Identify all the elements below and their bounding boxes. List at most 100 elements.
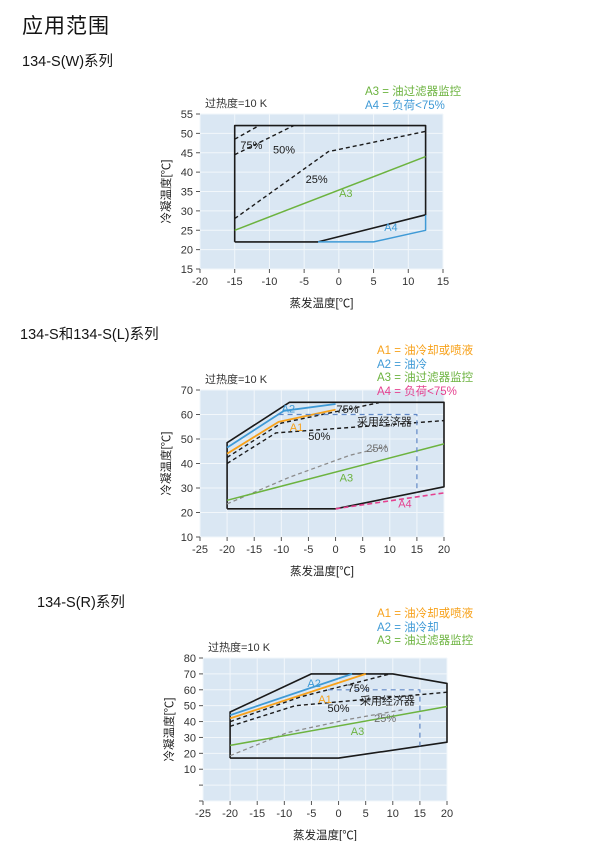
part-load-50-line <box>226 419 445 465</box>
y-tick-label: 40 <box>181 459 193 471</box>
x-tick-label: -20 <box>222 808 238 820</box>
y-axis-title: 冷凝温度[℃] <box>162 698 176 762</box>
x-tick-label: 5 <box>363 808 369 820</box>
x-tick-label: -5 <box>299 276 309 288</box>
x-tick-label: -25 <box>192 544 208 556</box>
legend-item: A4 = 负荷<75% <box>365 99 445 112</box>
y-tick-label: 60 <box>184 685 196 697</box>
chart-label: A3 <box>351 726 364 738</box>
operating-envelope-line <box>229 673 448 759</box>
a1-boundary-line <box>229 673 366 720</box>
part-load-75-line <box>229 673 391 723</box>
chart-label: 75% <box>336 404 358 416</box>
y-tick-label: 55 <box>181 109 193 121</box>
x-tick-label: -10 <box>261 276 277 288</box>
x-axis-title: 蒸发温度[℃] <box>293 828 357 841</box>
x-tick-label: -5 <box>304 544 314 556</box>
x-tick-label: -20 <box>192 276 208 288</box>
section-heading-134sr: 134-S(R)系列 <box>37 595 125 611</box>
chart-label: 50% <box>328 703 350 715</box>
y-tick-label: 50 <box>181 128 193 140</box>
y-tick-label: 10 <box>181 532 193 544</box>
a4-boundary-line <box>318 215 427 243</box>
chart-label: 75% <box>348 683 370 695</box>
economizer-boundary-line <box>327 689 421 747</box>
y-tick-label: 60 <box>181 410 193 422</box>
part-load-25-line <box>229 708 404 757</box>
chart-label: A3 <box>340 473 353 485</box>
a3-boundary-line <box>229 705 448 747</box>
x-tick-label: -15 <box>246 544 262 556</box>
part-load-50-line <box>234 124 295 156</box>
chart-label: A4 <box>398 499 411 511</box>
operating-envelope-line <box>233 124 427 243</box>
a4-boundary-line <box>335 492 445 510</box>
chart-label: 75% <box>240 140 262 152</box>
x-tick-label: 5 <box>371 276 377 288</box>
x-tick-label: -15 <box>249 808 265 820</box>
x-tick-label: 20 <box>438 544 450 556</box>
x-tick-label: 0 <box>332 544 338 556</box>
economizer-boundary-line <box>278 413 418 493</box>
legend-134sw: A3 = 油过滤器监控 A4 = 负荷<75% <box>365 86 461 113</box>
y-tick-label: 30 <box>184 732 196 744</box>
y-tick-label: 25 <box>181 225 193 237</box>
y-tick-label: 15 <box>181 264 193 276</box>
y-tick-label: 30 <box>181 483 193 495</box>
y-tick-label: 20 <box>184 748 196 760</box>
y-tick-label: 70 <box>184 669 196 681</box>
part-load-75-line <box>226 402 380 458</box>
y-tick-label: 70 <box>181 385 193 397</box>
chart-label: 25% <box>366 443 388 455</box>
superheat-note: 过热度=10 K <box>205 96 268 110</box>
x-tick-label: 0 <box>336 276 342 288</box>
a3-boundary-line <box>226 443 445 502</box>
x-tick-label: 10 <box>384 544 396 556</box>
x-tick-label: 5 <box>360 544 366 556</box>
x-tick-label: -5 <box>307 808 317 820</box>
legend-item: A1 = 油冷却或喷液 <box>377 345 474 357</box>
chart-label: A2 <box>307 678 320 690</box>
y-tick-label: 20 <box>181 508 193 520</box>
y-tick-label: 10 <box>184 764 196 776</box>
legend-item: A4 = 负荷<75% <box>377 385 457 398</box>
x-tick-label: 15 <box>411 544 423 556</box>
chart-134sr: -25 -20 -15 -10 -5 0 5 10 15 20 10 20 30 40 50 60 70 80 蒸发… <box>162 640 453 841</box>
chart-label: A1 <box>318 694 331 706</box>
chart-label: A1 <box>290 422 303 434</box>
legend-134s-134sl: A1 = 油冷却或喷液 A2 = 油冷 A3 = 油过滤器监控 A4 = 负荷<75% <box>377 345 473 399</box>
chart-134s-134sl: -25 -20 -15 -10 -5 0 5 10 15 20 10 20 30 40 50 60 70 蒸发温度… <box>159 372 450 578</box>
y-axis-title: 冷凝温度[℃] <box>159 432 173 496</box>
y-tick-label: 50 <box>181 434 193 446</box>
x-tick-label: -10 <box>273 544 289 556</box>
section-heading-134sw: 134-S(W)系列 <box>22 54 114 70</box>
y-tick-label: 40 <box>184 717 196 729</box>
plot-area <box>203 658 447 801</box>
x-tick-label: -15 <box>227 276 243 288</box>
x-tick-label: -20 <box>219 544 235 556</box>
x-tick-label: -25 <box>195 808 211 820</box>
a1-boundary-line <box>226 408 336 455</box>
chart-label: 50% <box>308 431 330 443</box>
y-tick-label: 40 <box>181 167 193 179</box>
y-tick-label: 20 <box>181 245 193 257</box>
x-tick-label: 0 <box>335 808 341 820</box>
x-tick-label: 10 <box>387 808 399 820</box>
x-axis-title: 蒸发温度[℃] <box>290 296 354 310</box>
superheat-note: 过热度=10 K <box>208 640 271 654</box>
legend-134sr: A1 = 油冷却或喷液 A2 = 油冷却 A3 = 油过滤器监控 <box>377 608 473 649</box>
a2-boundary-line <box>226 403 336 449</box>
y-tick-label: 45 <box>181 148 193 160</box>
y-tick-label: 50 <box>184 701 196 713</box>
page-title: 应用范围 <box>22 15 110 38</box>
section-heading-134s-134sl: 134-S和134-S(L)系列 <box>20 327 159 343</box>
y-tick-label: 30 <box>181 206 193 218</box>
chart-label: A3 <box>339 188 352 200</box>
legend-item: A3 = 油过滤器监控 <box>377 372 474 384</box>
part-load-75-line <box>234 124 260 140</box>
legend-item: A1 = 油冷却或喷液 <box>377 608 474 620</box>
chart-label: 25% <box>374 713 396 725</box>
part-load-50-line <box>229 691 448 727</box>
a2-boundary-line <box>229 673 353 717</box>
